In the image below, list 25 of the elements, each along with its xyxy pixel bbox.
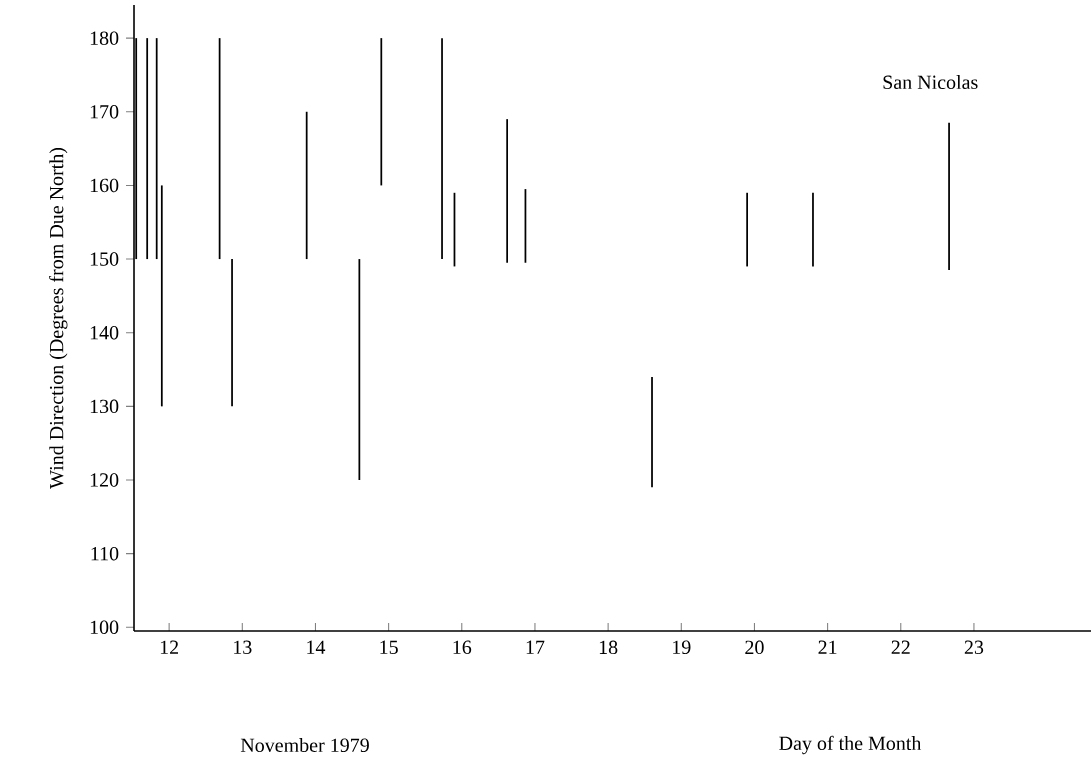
y-tick-label: 130 <box>90 399 119 414</box>
y-axis-title: Wind Direction (Degrees from Due North) <box>49 147 68 489</box>
text: San Nicolas <box>883 74 978 90</box>
x-tick-label: 19 <box>673 640 691 655</box>
y-tick-label: 160 <box>90 178 119 193</box>
x-tick-label: 22 <box>891 640 910 654</box>
x-axis-title: Day of the Month <box>779 735 922 755</box>
x-tick-label: 21 <box>818 640 837 654</box>
y-tick-label: 150 <box>90 252 119 266</box>
y-tick-label: 140 <box>90 325 119 340</box>
y-tick-label: 180 <box>90 31 119 45</box>
x-tick-label: 12 <box>160 640 179 654</box>
y-tick-label: 120 <box>90 473 119 487</box>
x-tick-label: 20 <box>745 640 764 655</box>
x-tick-label: 16 <box>453 640 472 655</box>
x-tick-label: 23 <box>964 640 984 655</box>
y-tick-label: 170 <box>90 105 119 119</box>
y-tick-label: 110 <box>91 546 119 561</box>
x-tick-label: 17 <box>526 640 545 654</box>
x-tick-label: 15 <box>380 640 398 654</box>
y-tick-label: 100 <box>90 620 119 635</box>
x-tick-label: 18 <box>599 640 618 655</box>
x-tick-label: 14 <box>307 640 326 654</box>
x-tick-label: 13 <box>234 640 252 655</box>
text: November 1979 <box>240 737 369 753</box>
